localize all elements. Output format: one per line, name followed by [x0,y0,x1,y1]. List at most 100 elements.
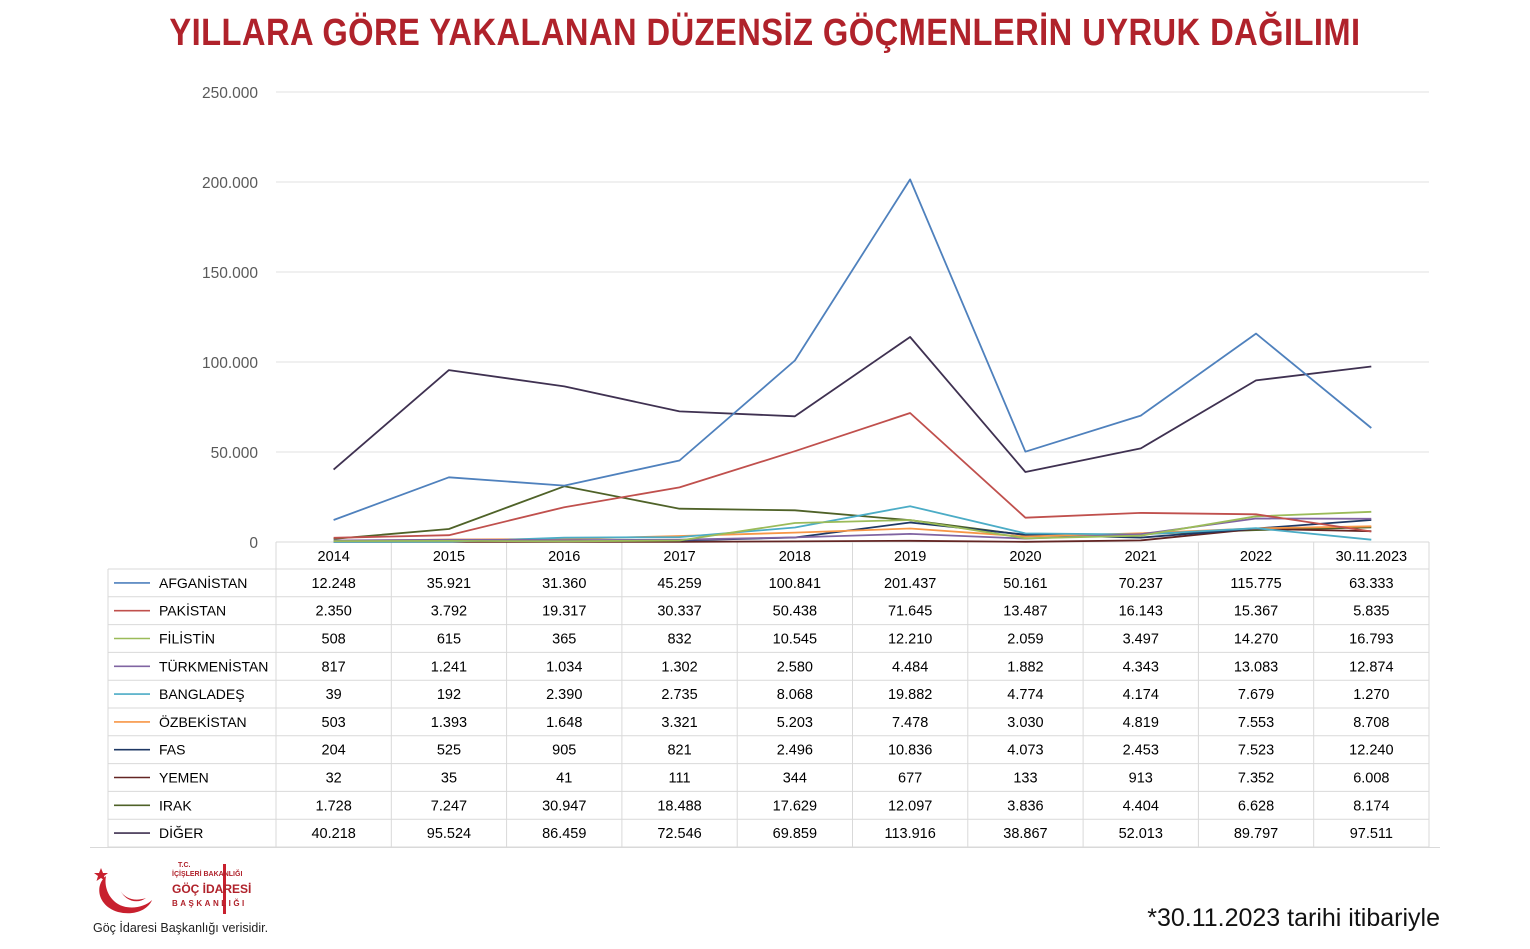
page-title: YILLARA GÖRE YAKALANAN DÜZENSİZ GÖÇMENLE… [169,12,1361,54]
data-label: 832 [667,632,691,648]
data-label: 4.073 [1007,743,1043,759]
data-label: 204 [322,743,346,759]
data-label: 2.453 [1123,743,1159,759]
y-tick-label: 150.000 [202,265,258,282]
data-label: 508 [322,632,346,648]
legend-label: FİLİSTİN [159,630,215,647]
series-line [333,178,1372,521]
data-label: 4.174 [1123,687,1159,703]
data-label: 7.478 [892,715,928,731]
data-label: 19.317 [542,604,586,620]
data-label: 4.484 [892,659,928,675]
data-label: 677 [898,771,922,787]
series-line [333,510,1372,543]
x-tick-label: 2015 [433,549,465,565]
data-label: 72.546 [657,826,701,842]
logo-line-4: BAŞKANLIĞI [172,899,247,908]
y-tick-label: 200.000 [202,175,258,192]
data-label: 1.241 [431,659,467,675]
data-label: 95.524 [427,826,471,842]
data-label: 615 [437,632,461,648]
data-label: 7.247 [431,798,467,814]
data-label: 113.916 [884,826,935,842]
legend-label: IRAK [159,797,192,813]
y-tick-label: 0 [249,535,258,552]
data-label: 3.321 [661,715,697,731]
data-label: 3.836 [1007,798,1043,814]
x-tick-label: 2019 [894,549,926,565]
data-label: 1.393 [431,715,467,731]
legend-label: FAS [159,742,185,758]
legend-label: BANGLADEŞ [159,686,245,702]
data-label: 5.835 [1353,604,1389,620]
data-label: 13.083 [1234,659,1278,675]
footnote: *30.11.2023 tarihi itibariyle [1147,904,1440,932]
source-note: Göç İdaresi Başkanlığı verisidir. [93,921,269,935]
data-label: 3.497 [1123,632,1159,648]
data-label: 100.841 [769,576,821,592]
x-tick-label: 2022 [1240,549,1272,565]
data-label: 12.248 [311,576,355,592]
data-label: 19.882 [888,687,932,703]
y-tick-label: 100.000 [202,355,258,372]
data-label: 12.210 [888,632,932,648]
data-label: 4.819 [1123,715,1159,731]
data-label: 2.580 [777,659,813,675]
data-label: 6.628 [1238,798,1274,814]
data-label: 2.496 [777,743,813,759]
data-label: 16.143 [1119,604,1163,620]
data-label: 4.343 [1123,659,1159,675]
data-label: 30.947 [542,798,586,814]
x-tick-label: 2021 [1125,549,1157,565]
data-label: 32 [326,771,342,787]
data-label: 50.438 [773,604,817,620]
data-label: 6.008 [1353,771,1389,787]
data-label: 1.034 [546,659,582,675]
data-label: 10.836 [888,743,932,759]
data-label: 4.404 [1123,798,1159,814]
data-label: 14.270 [1234,632,1278,648]
data-label: 15.367 [1234,604,1278,620]
legend-label: YEMEN [159,770,209,786]
x-tick-label: 2020 [1009,549,1041,565]
data-label: 18.488 [657,798,701,814]
data-label: 12.240 [1349,743,1393,759]
x-tick-label: 2018 [779,549,811,565]
data-label: 71.645 [888,604,932,620]
x-tick-label: 2017 [663,549,695,565]
data-label: 50.161 [1003,576,1047,592]
data-label: 3.030 [1007,715,1043,731]
legend-label: ÖZBEKİSTAN [159,713,247,730]
data-label: 70.237 [1119,576,1163,592]
series-line [333,336,1372,473]
data-label: 1.882 [1007,659,1043,675]
data-label: 8.068 [777,687,813,703]
data-label: 1.302 [661,659,697,675]
data-label: 817 [322,659,346,675]
data-label: 201.437 [884,576,936,592]
data-label: 365 [552,632,576,648]
data-label: 2.735 [661,687,697,703]
data-label: 115.775 [1230,576,1281,592]
data-label: 913 [1129,771,1153,787]
data-label: 8.708 [1353,715,1389,731]
data-label: 111 [669,771,691,787]
data-label: 905 [552,743,576,759]
data-label: 525 [437,743,461,759]
data-label: 7.352 [1238,771,1274,787]
data-label: 2.390 [546,687,582,703]
data-label: 133 [1013,771,1037,787]
data-label: 35 [441,771,457,787]
data-label: 2.059 [1007,632,1043,648]
x-tick-label: 2014 [318,549,350,565]
data-label: 503 [322,715,346,731]
legend-label: DİĞER [159,824,203,841]
series-lines [333,178,1372,543]
data-label: 192 [437,687,461,703]
data-label: 38.867 [1003,826,1047,842]
legend-label: TÜRKMENİSTAN [159,657,268,674]
data-label: 821 [667,743,691,759]
data-label: 45.259 [657,576,701,592]
data-label: 35.921 [427,576,471,592]
